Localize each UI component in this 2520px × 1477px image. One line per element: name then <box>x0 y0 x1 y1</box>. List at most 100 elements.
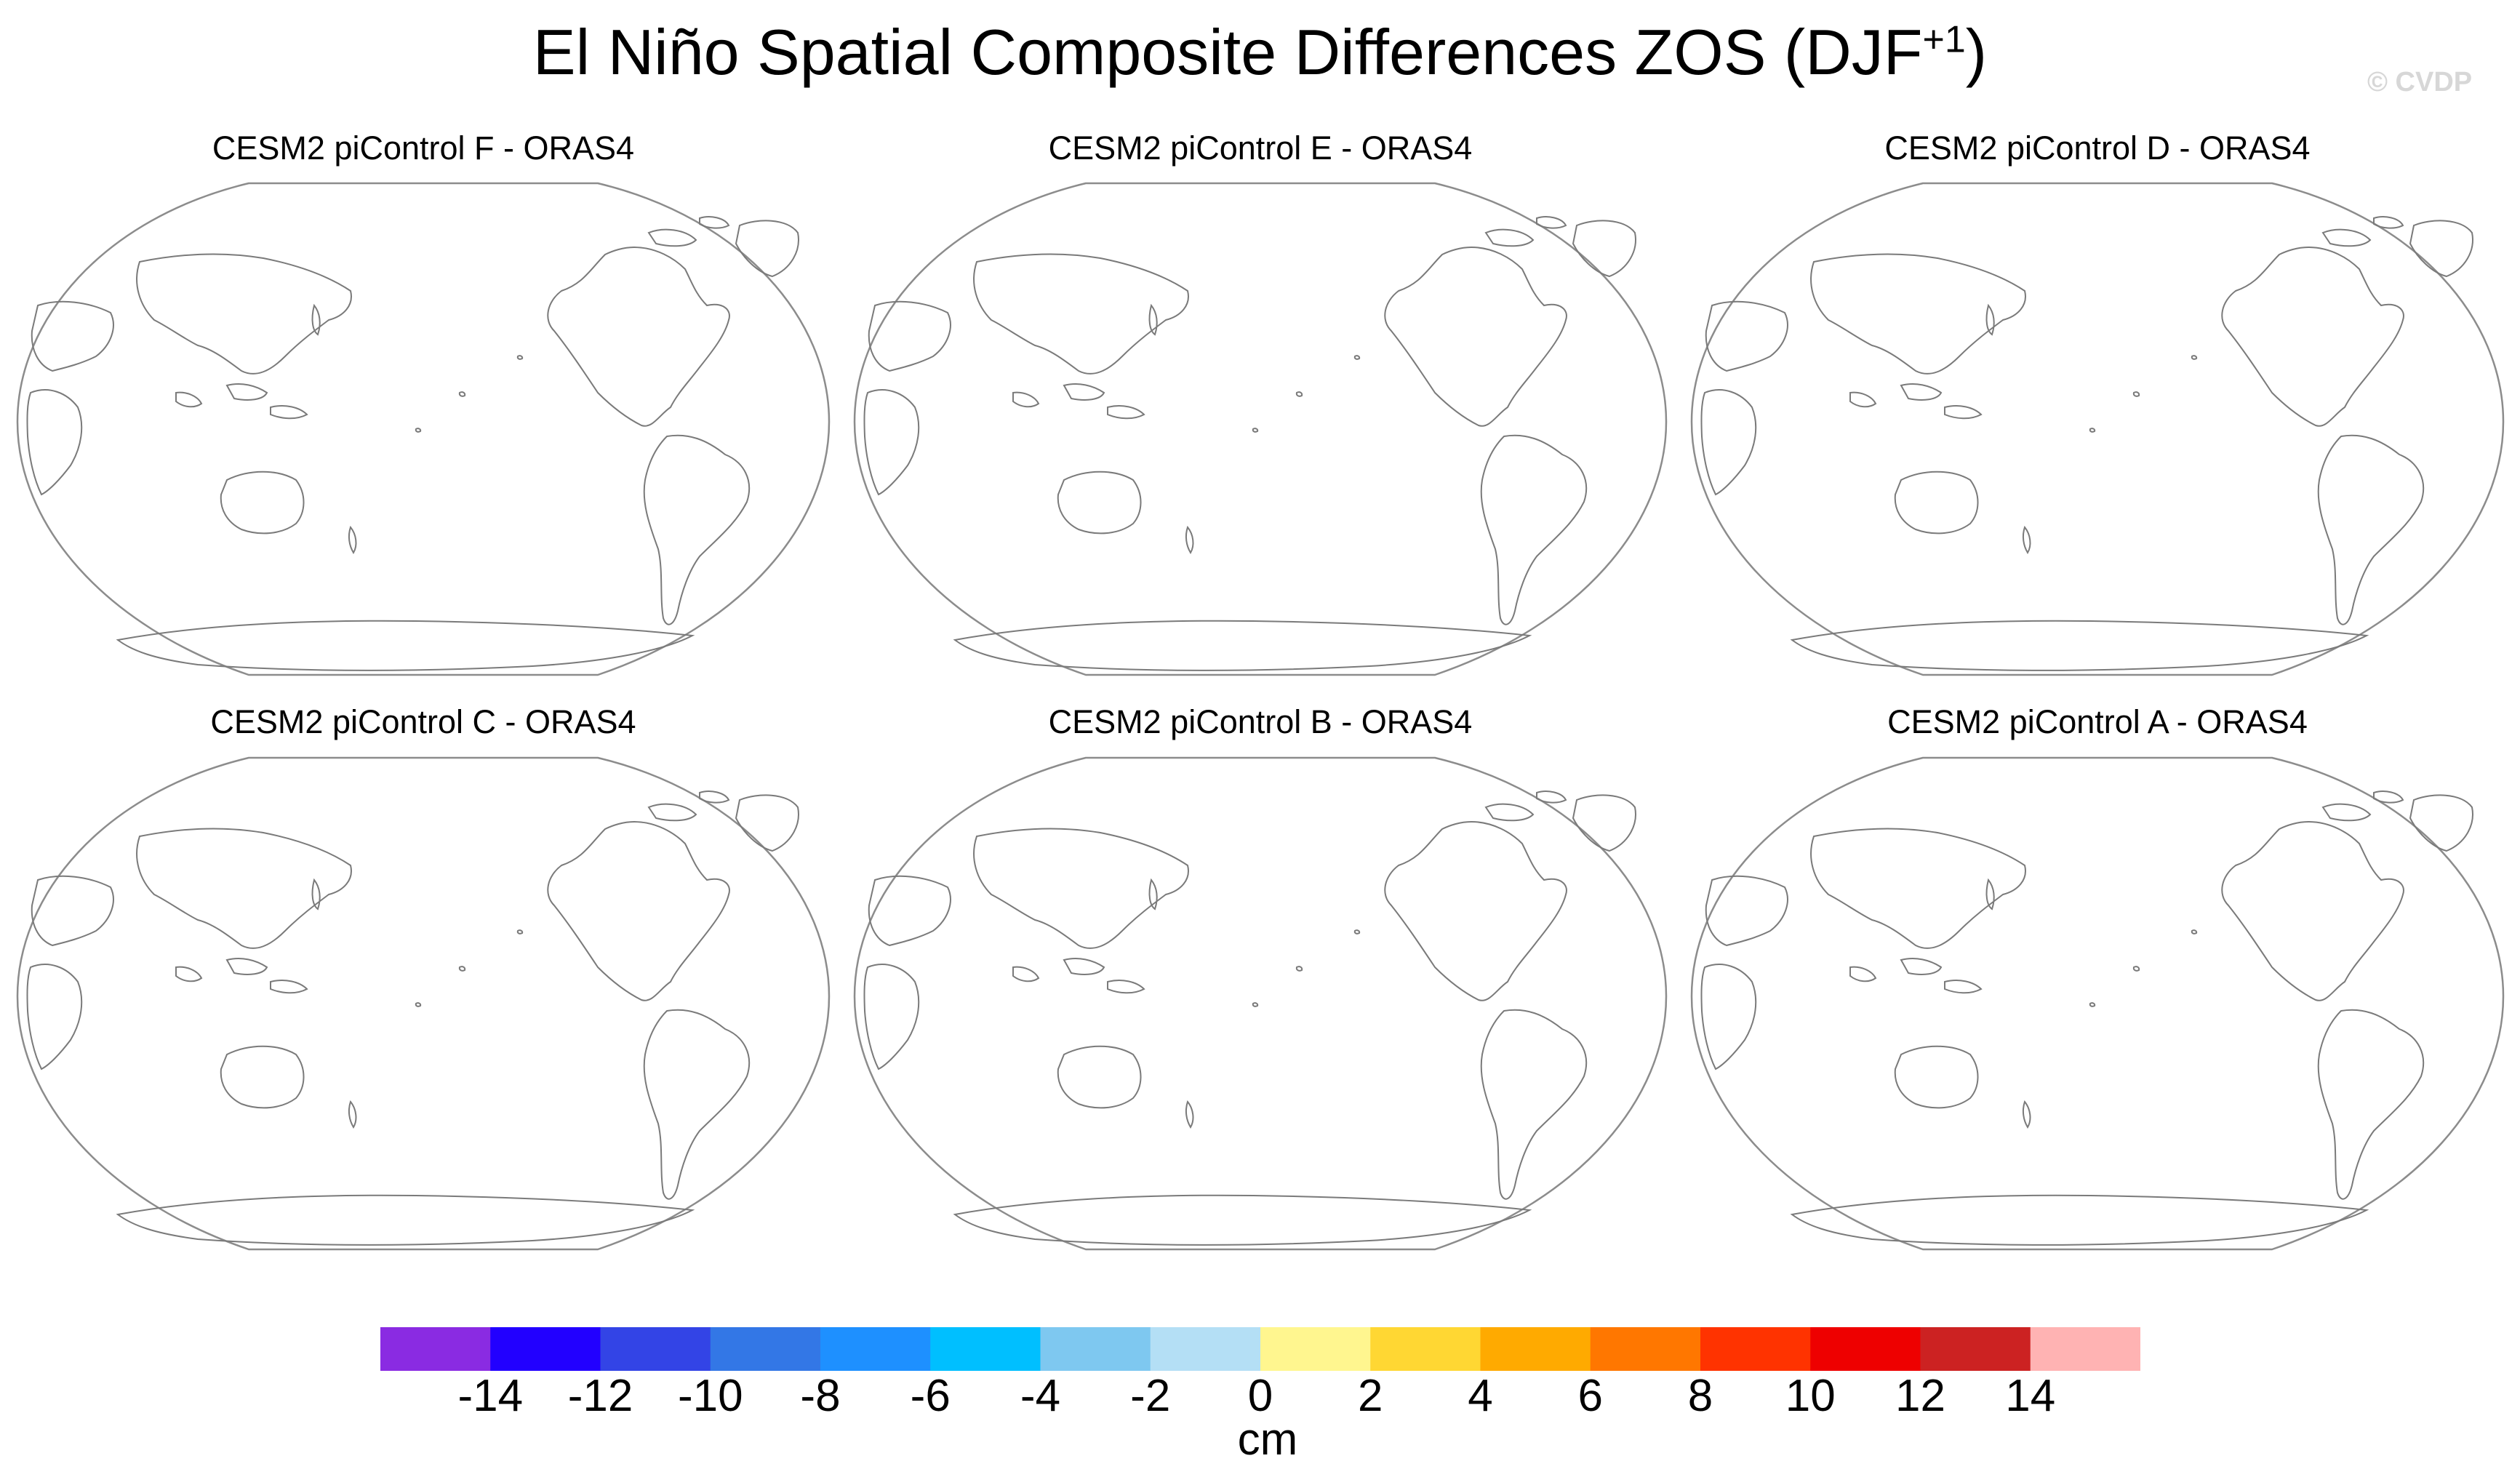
panel-title-d: CESM2 piControl D - ORAS4 <box>1884 129 2311 167</box>
coastline-14 <box>116 620 695 671</box>
coastline-10 <box>1012 391 1040 408</box>
coastline-16 <box>516 929 524 934</box>
coastline-6 <box>868 875 951 947</box>
coastline-1 <box>735 794 799 852</box>
map-panel-d <box>1690 182 2505 676</box>
colorbar-swatch <box>380 1327 491 1371</box>
coastline-14 <box>1790 620 2369 671</box>
colorbar-tick-label: -8 <box>800 1371 841 1421</box>
coastline-3 <box>2373 216 2404 229</box>
map-boundary <box>853 182 1668 676</box>
colorbar-tick-label: 10 <box>1785 1371 1836 1421</box>
coastline-0 <box>547 820 730 1001</box>
coastline-15 <box>2132 966 2140 972</box>
coastline-16 <box>516 355 524 360</box>
coastline-16 <box>1353 355 1361 360</box>
colorbar-swatch <box>600 1327 711 1371</box>
coastline-11 <box>1985 878 1995 910</box>
coastline-2 <box>2321 803 2372 822</box>
coastline-3 <box>699 216 730 229</box>
coastline-9 <box>1944 980 1983 994</box>
coastline-9 <box>270 405 308 420</box>
colorbar-swatch <box>2030 1327 2140 1371</box>
coastline-9 <box>1107 405 1145 420</box>
coastline-15 <box>1295 391 1303 397</box>
coastline-4 <box>643 1009 751 1200</box>
coastline-13 <box>348 1100 357 1129</box>
coastline-2 <box>1484 803 1535 822</box>
map-panel-a <box>1690 756 2505 1251</box>
coastline-9 <box>1107 980 1145 994</box>
coastline-6 <box>1705 300 1788 372</box>
coastline-6 <box>868 300 951 372</box>
coastline-9 <box>1944 405 1983 420</box>
coastline-4 <box>1480 434 1588 625</box>
coastline-16 <box>2191 355 2198 360</box>
map-boundary <box>16 756 831 1251</box>
title-superscript: +1 <box>1922 18 1966 61</box>
coastline-2 <box>1484 228 1535 247</box>
map-panel-c <box>16 756 831 1251</box>
colorbar-tick-label: -6 <box>910 1371 951 1421</box>
coastline-0 <box>2221 820 2404 1001</box>
coastline-5 <box>973 828 1189 949</box>
coastline-7 <box>863 964 920 1070</box>
coastline-12 <box>1894 1045 1979 1109</box>
cvdp-watermark: © CVDP <box>2367 67 2473 97</box>
coastline-11 <box>311 303 321 336</box>
coastline-1 <box>1572 220 1636 278</box>
colorbar-swatch <box>1040 1327 1151 1371</box>
map-boundary <box>16 182 831 676</box>
coastline-17 <box>415 1002 422 1007</box>
coastline-5 <box>136 253 352 375</box>
colorbar-tick-label: 14 <box>2005 1371 2056 1421</box>
colorbar-swatch <box>490 1327 601 1371</box>
coastline-6 <box>31 300 114 372</box>
coastline-11 <box>1985 303 1995 336</box>
coastline-3 <box>2373 790 2404 804</box>
coastline-13 <box>2022 525 2031 554</box>
coastline-16 <box>2191 929 2198 934</box>
colorbar-swatch <box>1590 1327 1701 1371</box>
colorbar-tick-label: -4 <box>1020 1371 1061 1421</box>
coastline-15 <box>1295 966 1303 972</box>
map-panel-e <box>853 182 1668 676</box>
coastline-12 <box>1894 471 1979 535</box>
coastline-3 <box>1536 790 1567 804</box>
coastline-14 <box>953 620 1532 671</box>
colorbar-tick-label: 4 <box>1468 1371 1493 1421</box>
colorbar-swatch <box>1700 1327 1811 1371</box>
coastline-17 <box>415 428 422 433</box>
colorbar-tick-label: 0 <box>1247 1371 1273 1421</box>
map-boundary <box>853 756 1668 1251</box>
coastline-2 <box>647 803 697 822</box>
colorbar-tick-label: -2 <box>1130 1371 1171 1421</box>
coastline-15 <box>458 966 466 972</box>
coastline-14 <box>116 1194 695 1246</box>
colorbar-tick-label: -12 <box>567 1371 633 1421</box>
coastline-5 <box>136 828 352 949</box>
coastline-8 <box>225 958 268 975</box>
coastline-10 <box>1012 966 1040 982</box>
coastline-1 <box>735 220 799 278</box>
panel-title-a: CESM2 piControl A - ORAS4 <box>1887 703 2308 740</box>
coastline-13 <box>348 525 357 554</box>
coastline-4 <box>2317 434 2425 625</box>
coastline-3 <box>699 790 730 804</box>
coastline-12 <box>1057 471 1142 535</box>
coastline-14 <box>1790 1194 2369 1246</box>
coastline-1 <box>1572 794 1636 852</box>
coastline-17 <box>2089 428 2096 433</box>
coastline-8 <box>225 383 268 401</box>
coastline-3 <box>1536 216 1567 229</box>
coastline-13 <box>2022 1100 2031 1129</box>
figure-title: El Niño Spatial Composite Differences ZO… <box>0 16 2520 89</box>
coastline-5 <box>973 253 1189 375</box>
coastline-7 <box>863 389 920 496</box>
coastline-12 <box>220 471 305 535</box>
panel-title-e: CESM2 piControl E - ORAS4 <box>1048 129 1473 167</box>
map-panel-b <box>853 756 1668 1251</box>
coastline-10 <box>1849 966 1877 982</box>
coastline-12 <box>220 1045 305 1109</box>
colorbar-swatch <box>930 1327 1041 1371</box>
